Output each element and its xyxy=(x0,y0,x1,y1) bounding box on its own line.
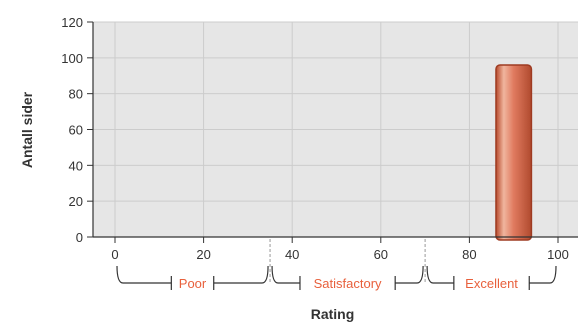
band-bracket-left xyxy=(116,265,172,284)
axes xyxy=(87,21,578,243)
y-tick-labels: 0 20 40 60 80 100 120 xyxy=(61,15,83,245)
y-tick-label: 60 xyxy=(69,123,83,138)
bars xyxy=(495,64,533,241)
bar-0 xyxy=(495,64,533,241)
x-tick-labels: 0 20 40 60 80 100 xyxy=(111,247,568,262)
x-tick-label: 40 xyxy=(285,247,299,262)
y-tick-label: 20 xyxy=(69,194,83,209)
band-bracket-left xyxy=(271,265,300,284)
y-axis-title: Antall sider xyxy=(19,91,35,168)
band-label: Satisfactory xyxy=(314,276,382,291)
x-tick-label: 60 xyxy=(374,247,388,262)
y-tick-label: 0 xyxy=(76,230,83,245)
band-poor: Poor xyxy=(116,265,269,291)
y-tick-label: 40 xyxy=(69,158,83,173)
y-tick-label: 120 xyxy=(61,15,83,30)
band-bracket-left xyxy=(426,265,454,284)
x-tick-label: 0 xyxy=(111,247,118,262)
band-satisfactory: Satisfactory xyxy=(271,265,424,291)
rating-bands: Poor Satisfactory Excellent xyxy=(116,239,557,291)
band-label: Poor xyxy=(179,276,207,291)
y-tick-label: 80 xyxy=(69,87,83,102)
band-bracket-right xyxy=(395,265,424,284)
band-bracket-right xyxy=(213,265,269,284)
y-tick-label: 100 xyxy=(61,51,83,66)
x-tick-label: 100 xyxy=(547,247,569,262)
x-tick-label: 20 xyxy=(196,247,210,262)
grid-lines xyxy=(93,21,578,237)
band-excellent: Excellent xyxy=(426,265,557,291)
band-label: Excellent xyxy=(465,276,518,291)
x-axis-title: Rating xyxy=(311,306,355,322)
band-bracket-right xyxy=(529,265,557,284)
x-tick-label: 80 xyxy=(462,247,476,262)
